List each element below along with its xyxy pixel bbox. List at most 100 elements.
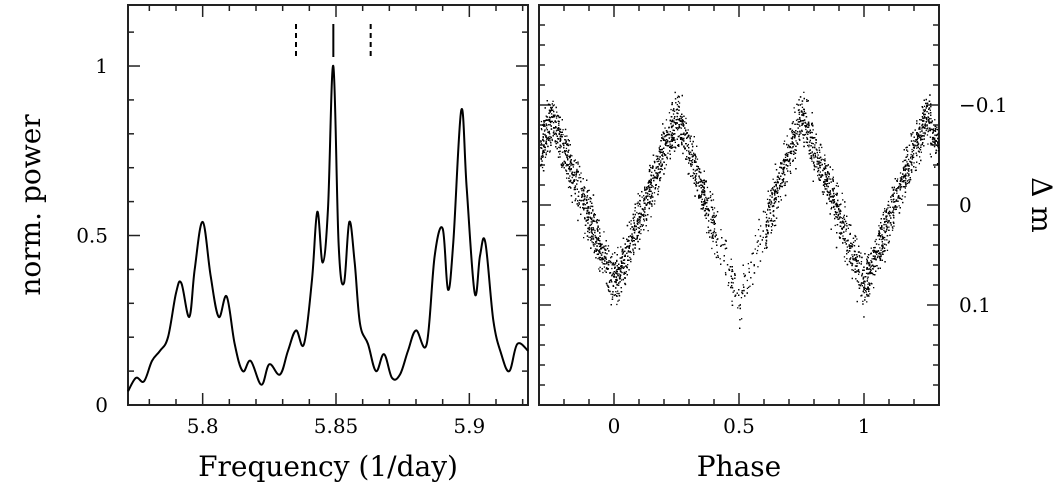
- data-point: [810, 131, 812, 133]
- data-point: [765, 242, 767, 244]
- data-point: [643, 220, 645, 222]
- data-point: [841, 228, 843, 230]
- data-point: [662, 155, 664, 157]
- data-point: [587, 207, 589, 209]
- data-point: [669, 143, 671, 145]
- data-point: [562, 129, 564, 131]
- data-point: [649, 201, 651, 203]
- data-point: [867, 268, 869, 270]
- data-point: [628, 269, 630, 271]
- data-point: [547, 119, 549, 121]
- data-point: [920, 151, 922, 153]
- data-point: [777, 190, 779, 192]
- data-point: [795, 140, 797, 142]
- data-point: [747, 263, 749, 265]
- data-point: [592, 209, 594, 211]
- data-point: [814, 156, 817, 158]
- data-point: [800, 111, 802, 113]
- data-point: [916, 144, 918, 147]
- data-point: [641, 225, 643, 227]
- data-point: [777, 175, 779, 177]
- data-point: [566, 135, 568, 137]
- data-point: [773, 181, 776, 184]
- data-point: [706, 197, 708, 200]
- data-point: [706, 232, 708, 234]
- periodogram-ticks: [128, 5, 528, 406]
- data-point: [567, 144, 570, 147]
- data-point: [906, 149, 908, 151]
- data-point: [565, 165, 567, 167]
- data-point: [778, 186, 781, 188]
- data-point: [789, 164, 791, 166]
- data-point: [683, 145, 685, 147]
- data-point: [624, 250, 626, 252]
- data-point: [673, 129, 675, 132]
- data-point: [565, 141, 567, 143]
- data-point: [886, 218, 888, 220]
- data-point: [883, 227, 885, 229]
- data-point: [775, 217, 778, 219]
- data-point: [880, 254, 882, 256]
- data-point: [700, 195, 702, 197]
- data-point: [714, 223, 716, 225]
- data-point: [828, 172, 830, 174]
- data-point: [660, 162, 662, 164]
- data-point: [545, 123, 547, 125]
- data-point: [770, 226, 773, 228]
- data-point: [865, 291, 867, 293]
- data-point: [546, 138, 548, 140]
- data-point: [576, 168, 578, 171]
- data-point: [887, 200, 890, 203]
- data-point: [680, 127, 682, 129]
- data-point: [883, 229, 885, 232]
- data-point: [904, 196, 906, 198]
- data-point: [764, 211, 766, 213]
- data-point: [581, 195, 583, 197]
- data-point: [904, 187, 906, 189]
- data-point: [893, 208, 895, 211]
- data-point: [927, 143, 929, 145]
- data-point: [876, 256, 879, 259]
- data-point: [795, 119, 798, 121]
- data-point: [613, 275, 615, 277]
- data-point: [712, 232, 714, 234]
- data-point: [680, 117, 683, 119]
- data-point: [913, 147, 915, 149]
- data-point: [670, 120, 673, 123]
- data-point: [578, 174, 581, 176]
- data-point: [544, 134, 546, 136]
- data-point: [619, 274, 621, 276]
- data-point: [860, 252, 862, 254]
- data-point: [712, 214, 714, 217]
- data-point: [801, 129, 803, 131]
- data-point: [885, 223, 887, 226]
- data-point: [933, 145, 936, 148]
- data-point: [548, 138, 550, 140]
- data-point: [905, 168, 907, 170]
- data-point: [843, 256, 846, 258]
- data-point: [839, 216, 841, 218]
- data-point: [567, 159, 569, 161]
- data-point: [924, 125, 927, 127]
- data-point: [884, 236, 886, 239]
- data-point: [798, 113, 800, 115]
- data-point: [908, 164, 910, 167]
- data-point: [783, 161, 786, 163]
- data-point: [740, 297, 743, 299]
- data-point: [570, 164, 572, 166]
- data-point: [658, 160, 660, 162]
- data-point: [558, 133, 560, 135]
- power-spectrum-curve: [127, 64, 529, 392]
- data-point: [783, 184, 785, 187]
- data-point: [631, 233, 633, 235]
- data-point: [838, 232, 841, 234]
- data-point: [772, 178, 774, 180]
- data-point: [660, 160, 662, 162]
- data-point: [638, 212, 641, 214]
- data-point: [832, 169, 834, 171]
- data-point: [867, 276, 869, 278]
- data-point: [841, 192, 843, 194]
- data-point: [803, 91, 805, 93]
- data-point: [911, 151, 913, 153]
- data-point: [716, 238, 718, 241]
